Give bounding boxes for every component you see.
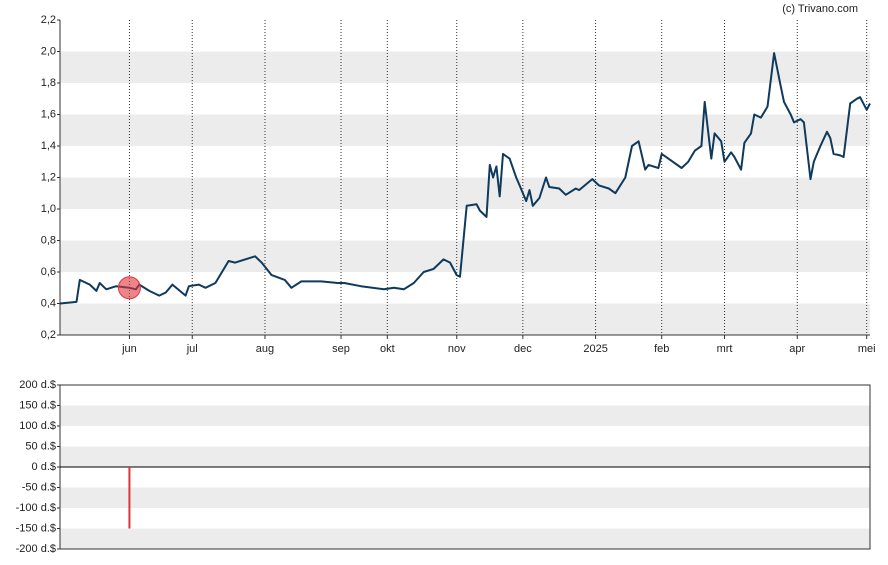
y-tick-label: 0,2 — [41, 329, 56, 341]
y-tick-label: 0 d.$ — [32, 461, 56, 473]
x-tick-label: mei — [858, 343, 876, 355]
y-tick-label: 0,6 — [41, 266, 56, 278]
grid-band — [60, 114, 870, 146]
grid-band — [60, 303, 870, 335]
y-tick-label: 2,0 — [41, 45, 56, 57]
x-tick-label: feb — [654, 343, 669, 355]
grid-band — [60, 177, 870, 209]
x-tick-label: apr — [789, 343, 805, 355]
y-tick-label: -50 d.$ — [22, 481, 56, 493]
x-tick-label: dec — [514, 343, 532, 355]
x-tick-label: nov — [448, 343, 466, 355]
x-tick-label: aug — [256, 343, 274, 355]
y-tick-label: 2,2 — [41, 14, 56, 26]
y-tick-label: 0,8 — [41, 234, 56, 246]
y-tick-label: -200 d.$ — [16, 543, 56, 555]
price-line — [59, 52, 871, 305]
y-tick-label: 1,6 — [41, 108, 56, 120]
x-tick-label: jul — [186, 343, 198, 355]
x-tick-label: jun — [121, 343, 137, 355]
grid-band — [60, 446, 870, 467]
y-tick-label: 1,0 — [41, 203, 56, 215]
y-tick-label: 0,4 — [41, 297, 56, 309]
y-tick-label: -150 d.$ — [16, 522, 56, 534]
grid-band — [60, 487, 870, 508]
y-tick-label: 100 d.$ — [19, 420, 56, 432]
y-tick-label: 1,4 — [41, 140, 56, 152]
y-tick-label: 1,8 — [41, 77, 56, 89]
grid-band — [60, 405, 870, 426]
credit: (c) Trivano.com — [782, 3, 858, 15]
grid-band — [60, 240, 870, 272]
x-tick-label: okt — [380, 343, 395, 355]
x-tick-label: sep — [332, 343, 350, 355]
y-tick-label: 50 d.$ — [25, 440, 56, 452]
y-tick-label: -100 d.$ — [16, 502, 56, 514]
y-tick-label: 200 d.$ — [19, 379, 56, 391]
grid-band — [60, 51, 870, 83]
x-tick-label: mrt — [717, 343, 733, 355]
marker — [117, 276, 141, 300]
grid-band — [60, 528, 870, 549]
x-tick-label: 2025 — [583, 343, 607, 355]
y-tick-label: 150 d.$ — [19, 399, 56, 411]
y-tick-label: 1,2 — [41, 171, 56, 183]
